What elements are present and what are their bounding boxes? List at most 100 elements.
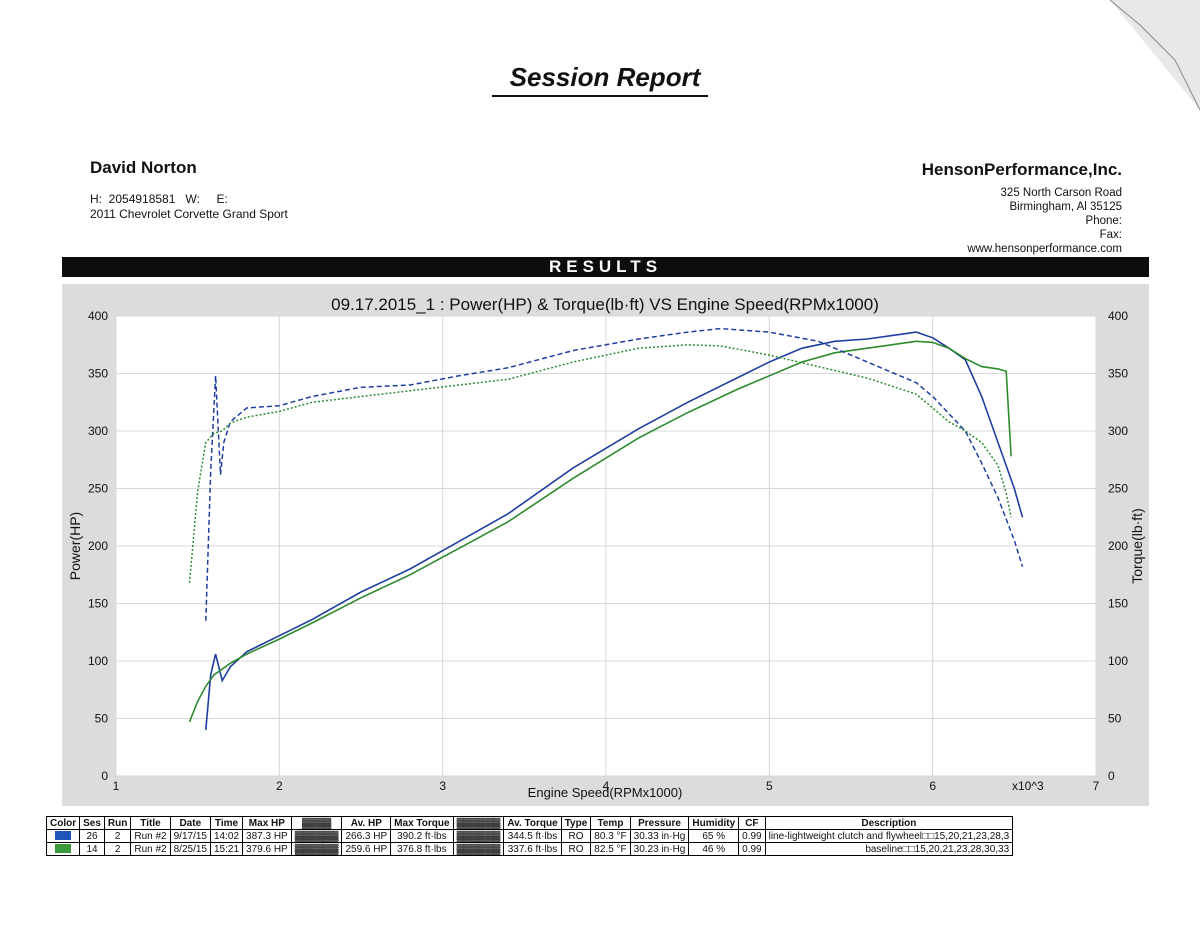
legend-header-cell: Humidity xyxy=(688,816,740,830)
legend-cell-humidity: 46 % xyxy=(688,842,740,856)
color-swatch xyxy=(55,844,72,854)
x-tick-label: 4 xyxy=(603,779,610,793)
legend-header-cell: Av. Torque xyxy=(503,816,562,830)
legend-header-cell: Time xyxy=(209,816,244,830)
legend-header-cell: Type xyxy=(560,816,592,830)
legend-cell-redacted2: ▓▓▓▓▓▓ xyxy=(452,842,505,856)
y-tick-label-right: 350 xyxy=(1108,367,1128,381)
legend-header-cell: ▓▓▓▓ xyxy=(290,816,343,830)
legend-header-cell: CF xyxy=(738,816,766,830)
legend-cell-title: Run #2 xyxy=(130,842,171,856)
shop-fax: Fax: xyxy=(1099,229,1122,241)
y-axis-label-left: Power(HP) xyxy=(67,512,83,580)
series-torque-run-14 xyxy=(188,344,1012,583)
legend-color-cell xyxy=(45,829,81,843)
y-tick-label-left: 350 xyxy=(88,367,108,381)
legend-header-cell: Ses xyxy=(79,816,105,830)
legend-cell-max-hp: 387.3 HP xyxy=(242,829,292,843)
legend-cell-av-torque: 337.6 ft·lbs xyxy=(503,842,562,856)
legend-cell-av-torque: 344.5 ft·lbs xyxy=(503,829,562,843)
legend-header-cell: Av. HP xyxy=(341,816,392,830)
legend-cell-run: 2 xyxy=(103,829,132,843)
color-swatch xyxy=(55,831,72,841)
legend-cell-description: line-lightweight clutch and flywheel□□15… xyxy=(764,829,1014,843)
legend-cell-redacted1: ▓▓▓▓▓▓ xyxy=(290,842,343,856)
legend-cell-max-hp: 379.6 HP xyxy=(242,842,292,856)
legend-cell-description: baseline□□15,20,21,23,28,30,33 xyxy=(764,842,1014,856)
legend-row: 26 2 Run #2 9/17/15 14:02 387.3 HP ▓▓▓▓▓▓ 266.3… xyxy=(45,829,1014,843)
y-tick-label-left: 250 xyxy=(88,482,108,496)
run-legend-table: Color Ses Run Title Date Time Max HP ▓▓▓▓ Av. HP… xyxy=(45,816,1014,856)
legend-header-cell: Date xyxy=(169,816,211,830)
y-tick-label-right: 400 xyxy=(1108,309,1128,323)
legend-cell-type: RO xyxy=(560,829,592,843)
shop-phone: Phone: xyxy=(1085,215,1122,227)
legend-cell-date: 9/17/15 xyxy=(169,829,211,843)
y-tick-label-left: 100 xyxy=(88,654,108,668)
legend-cell-date: 8/25/15 xyxy=(169,842,211,856)
report-title: Session Report xyxy=(0,62,1200,97)
legend-color-cell xyxy=(45,842,81,856)
legend-cell-cf: 0.99 xyxy=(738,829,766,843)
y-tick-label-left: 150 xyxy=(88,597,108,611)
y-tick-label-right: 0 xyxy=(1108,769,1115,783)
chart-title: 09.17.2015_1 : Power(HP) & Torque(lb·ft)… xyxy=(331,295,879,314)
legend-cell-time: 14:02 xyxy=(209,829,244,843)
x-ticks: 1 2 3 4 5 6 7 xyxy=(113,779,1100,793)
legend-row: 14 2 Run #2 8/25/15 15:21 379.6 HP ▓▓▓▓▓▓ 259.6… xyxy=(45,842,1014,856)
legend-cell-temp: 82.5 °F xyxy=(590,842,631,856)
y-tick-label-left: 0 xyxy=(101,769,108,783)
results-banner: RESULTS xyxy=(62,257,1149,277)
x-tick-label: 7 xyxy=(1093,779,1100,793)
legend-header-cell: Description xyxy=(764,816,1014,830)
legend-cell-title: Run #2 xyxy=(130,829,171,843)
legend-cell-av-hp: 259.6 HP xyxy=(341,842,392,856)
x-tick-label: 3 xyxy=(439,779,446,793)
series-layer xyxy=(188,327,1024,731)
y-axis-label-right: Torque(lb·ft) xyxy=(1129,508,1145,583)
x-axis-label: Engine Speed(RPMx1000) xyxy=(528,785,683,800)
legend-cell-redacted1: ▓▓▓▓▓▓ xyxy=(290,829,343,843)
shop-name: HensonPerformance,Inc. xyxy=(921,160,1122,179)
legend-header-cell: Run xyxy=(103,816,132,830)
legend-header-cell: ▓▓▓▓▓▓ xyxy=(452,816,505,830)
dyno-chart-svg: 09.17.2015_1 : Power(HP) & Torque(lb·ft)… xyxy=(67,295,1145,800)
y-tick-label-right: 50 xyxy=(1108,712,1122,726)
x-tick-label: 2 xyxy=(276,779,283,793)
legend-cell-humidity: 65 % xyxy=(688,829,740,843)
y-tick-label-right: 150 xyxy=(1108,597,1128,611)
legend-cell-cf: 0.99 xyxy=(738,842,766,856)
y-tick-label-left: 300 xyxy=(88,424,108,438)
customer-vehicle: 2011 Chevrolet Corvette Grand Sport xyxy=(90,207,288,221)
shop-website: www.hensonperformance.com xyxy=(967,243,1122,255)
y-ticks-left: 0 50 100 150 200 250 300 350 400 xyxy=(88,309,108,783)
legend-header-cell: Max Torque xyxy=(390,816,454,830)
y-ticks-right: 0 50 100 150 200 250 300 350 400 xyxy=(1108,309,1128,783)
page-corner-fold xyxy=(1109,0,1200,110)
series-torque-run-26 xyxy=(205,327,1024,621)
legend-cell-type: RO xyxy=(560,842,592,856)
shop-block: HensonPerformance,Inc. 325 North Carson … xyxy=(922,160,1122,256)
x-multiplier-label: x10^3 xyxy=(1012,779,1044,793)
legend-cell-pressure: 30.23 in·Hg xyxy=(629,842,690,856)
legend-header-cell: Title xyxy=(130,816,171,830)
y-tick-label-left: 200 xyxy=(88,539,108,553)
legend-cell-ses: 26 xyxy=(79,829,105,843)
shop-address-line1: 325 North Carson Road xyxy=(1000,187,1122,199)
y-tick-label-left: 50 xyxy=(95,712,109,726)
y-tick-label-right: 300 xyxy=(1108,424,1128,438)
customer-phones: H: 2054918581 W: E: xyxy=(90,192,228,206)
y-tick-label-left: 400 xyxy=(88,309,108,323)
legend-cell-pressure: 30.33 in·Hg xyxy=(629,829,690,843)
grid-lines xyxy=(115,315,1097,777)
legend-header-cell: Temp xyxy=(590,816,631,830)
dyno-chart: 09.17.2015_1 : Power(HP) & Torque(lb·ft)… xyxy=(62,284,1149,806)
legend-header-cell: Color xyxy=(45,816,81,830)
legend-header-cell: Pressure xyxy=(629,816,690,830)
legend-cell-temp: 80.3 °F xyxy=(590,829,631,843)
y-tick-label-right: 200 xyxy=(1108,539,1128,553)
y-tick-label-right: 100 xyxy=(1108,654,1128,668)
customer-name: David Norton xyxy=(90,158,197,177)
shop-address-line2: Birmingham, Al 35125 xyxy=(1009,201,1122,213)
x-tick-label: 5 xyxy=(766,779,773,793)
